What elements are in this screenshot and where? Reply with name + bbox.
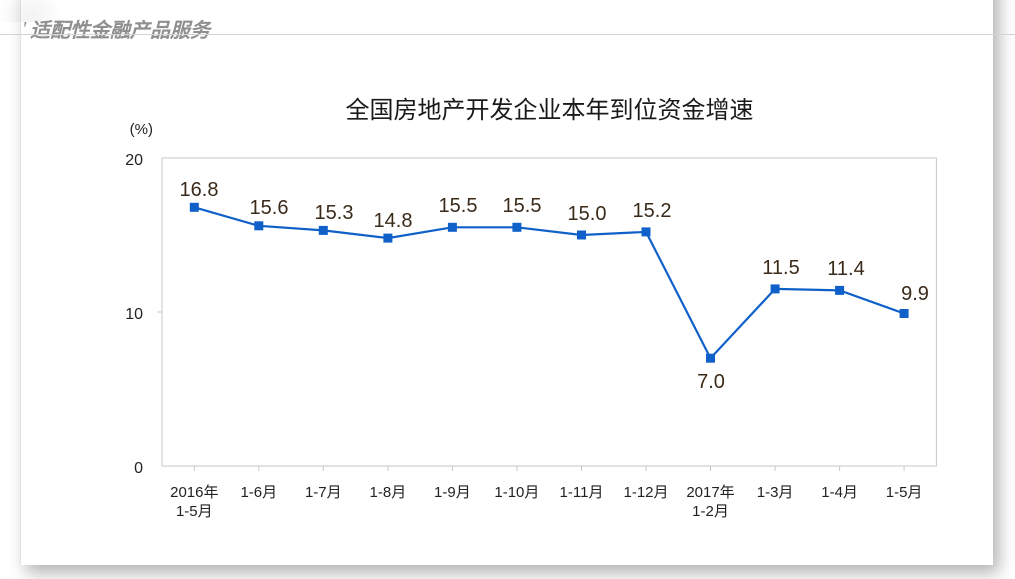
svg-text:1-4月: 1-4月 (821, 484, 858, 501)
svg-text:1-7月: 1-7月 (305, 484, 342, 501)
svg-text:1-2月: 1-2月 (692, 503, 729, 520)
svg-text:11.4: 11.4 (827, 258, 864, 280)
svg-text:15.5: 15.5 (439, 195, 478, 217)
svg-text:0: 0 (134, 460, 143, 477)
svg-text:16.8: 16.8 (180, 179, 219, 201)
svg-text:1-12月: 1-12月 (623, 484, 668, 501)
svg-text:15.2: 15.2 (633, 200, 672, 222)
svg-text:10: 10 (125, 306, 143, 323)
svg-text:9.9: 9.9 (901, 283, 929, 305)
svg-text:15.3: 15.3 (315, 202, 354, 224)
svg-text:1-8月: 1-8月 (370, 484, 407, 501)
svg-text:1-10月: 1-10月 (494, 484, 539, 501)
svg-text:2016年: 2016年 (170, 484, 218, 501)
svg-text:15.0: 15.0 (568, 203, 607, 225)
svg-text:15.5: 15.5 (503, 195, 542, 217)
svg-text:1-5月: 1-5月 (886, 484, 923, 501)
svg-text:7.0: 7.0 (697, 371, 725, 393)
svg-text:1-11月: 1-11月 (560, 484, 604, 501)
svg-text:14.8: 14.8 (374, 210, 413, 232)
svg-text:20: 20 (125, 152, 143, 169)
svg-text:11.5: 11.5 (762, 257, 799, 279)
svg-text:(%): (%) (130, 121, 153, 138)
svg-text:2017年: 2017年 (686, 484, 734, 501)
svg-text:1-9月: 1-9月 (434, 484, 471, 501)
svg-text:1-6月: 1-6月 (240, 484, 277, 501)
svg-text:1-3月: 1-3月 (757, 484, 794, 501)
svg-text:1-5月: 1-5月 (176, 503, 213, 520)
svg-text:15.6: 15.6 (250, 197, 289, 219)
